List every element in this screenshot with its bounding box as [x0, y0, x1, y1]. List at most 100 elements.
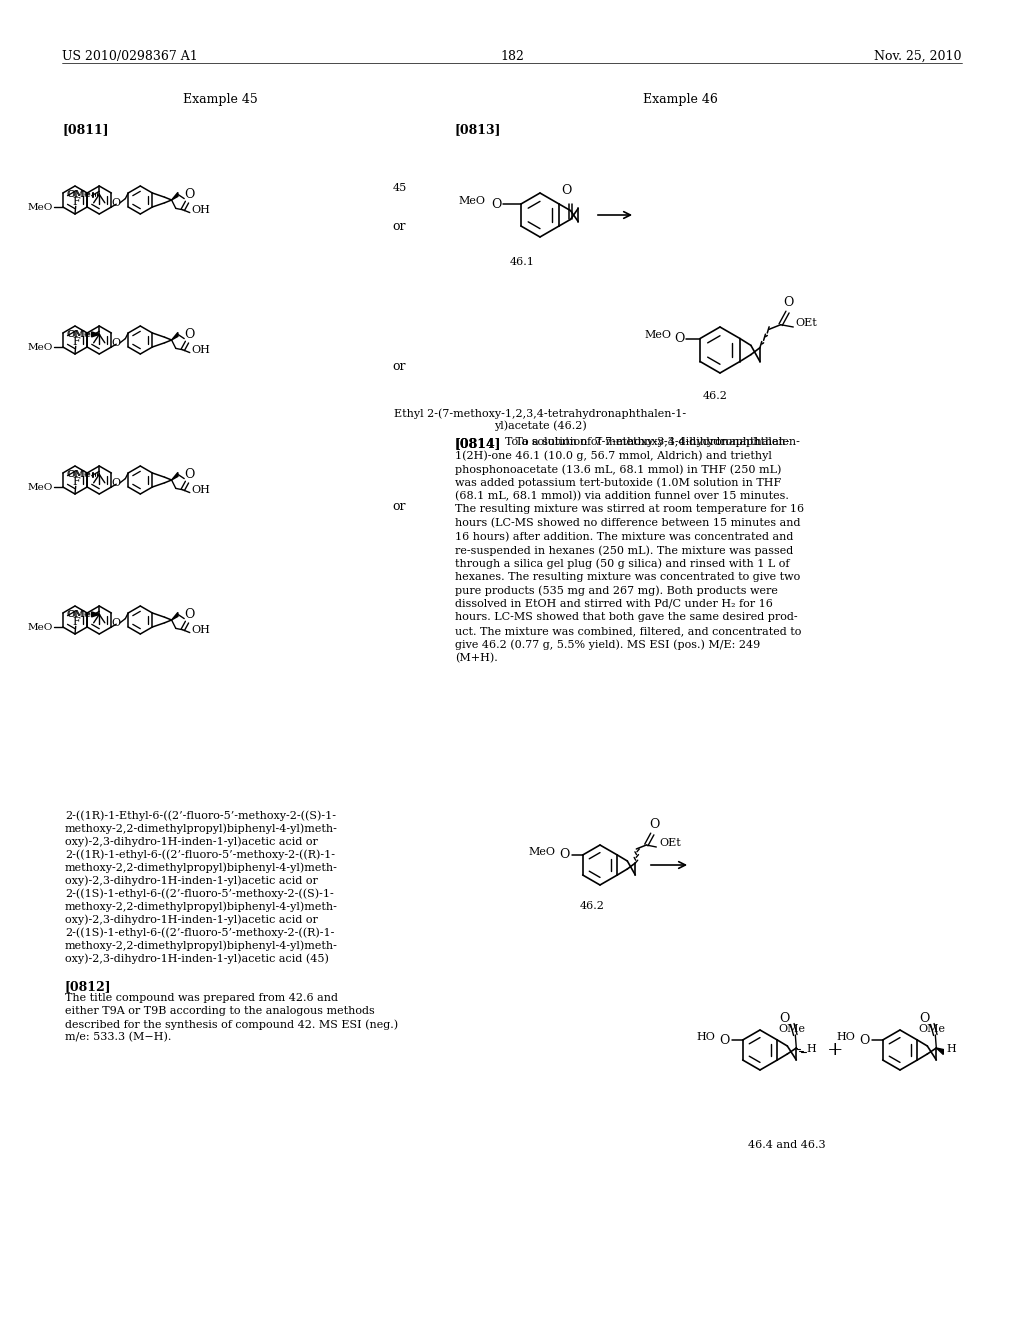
Polygon shape [172, 612, 178, 620]
Text: OH: OH [191, 345, 211, 355]
Text: OEt: OEt [796, 318, 817, 327]
Text: O: O [492, 198, 502, 210]
Text: was added potassium tert-butoxide (1.0M solution in THF: was added potassium tert-butoxide (1.0M … [455, 478, 781, 488]
Text: OH: OH [191, 624, 211, 635]
Text: OMe: OMe [68, 330, 91, 339]
Text: To a solution of 7-methoxy-3,4-dihydronaphthalen-: To a solution of 7-methoxy-3,4-dihydrona… [505, 437, 790, 447]
Text: O: O [674, 333, 684, 345]
Polygon shape [91, 612, 99, 616]
Text: F: F [73, 478, 81, 487]
Text: 2-((1S)-1-ethyl-6-((2’-fluoro-5’-methoxy-2-((S)-1-: 2-((1S)-1-ethyl-6-((2’-fluoro-5’-methoxy… [65, 888, 334, 899]
Text: F: F [73, 618, 81, 627]
Text: [0813]: [0813] [455, 123, 502, 136]
Polygon shape [91, 331, 99, 337]
Text: give 46.2 (0.77 g, 5.5% yield). MS ESI (pos.) M/E: 249: give 46.2 (0.77 g, 5.5% yield). MS ESI (… [455, 639, 760, 649]
Text: OMe: OMe [68, 190, 91, 199]
Text: m/e: 533.3 (M−H).: m/e: 533.3 (M−H). [65, 1032, 171, 1043]
Text: hexanes. The resulting mixture was concentrated to give two: hexanes. The resulting mixture was conce… [455, 572, 800, 582]
Text: [0814]: [0814] [455, 437, 502, 450]
Text: oxy)-2,3-dihydro-1H-inden-1-yl)acetic acid or: oxy)-2,3-dihydro-1H-inden-1-yl)acetic ac… [65, 836, 317, 846]
Text: US 2010/0298367 A1: US 2010/0298367 A1 [62, 50, 198, 63]
Text: OMe: OMe [919, 1024, 946, 1034]
Text: methoxy-2,2-dimethylpropyl)biphenyl-4-yl)meth-: methoxy-2,2-dimethylpropyl)biphenyl-4-yl… [65, 822, 338, 833]
Text: MeO: MeO [27, 342, 52, 351]
Text: OMe: OMe [779, 1024, 806, 1034]
Text: O: O [112, 338, 121, 347]
Text: oxy)-2,3-dihydro-1H-inden-1-yl)acetic acid or: oxy)-2,3-dihydro-1H-inden-1-yl)acetic ac… [65, 913, 317, 924]
Polygon shape [172, 193, 178, 201]
Text: 45: 45 [393, 183, 408, 193]
Text: O: O [859, 1034, 869, 1047]
Text: Example 45: Example 45 [182, 92, 257, 106]
Text: O: O [719, 1034, 730, 1047]
Text: OH: OH [191, 484, 211, 495]
Text: OEt: OEt [659, 838, 681, 847]
Text: re-suspended in hexanes (250 mL). The mixture was passed: re-suspended in hexanes (250 mL). The mi… [455, 545, 794, 556]
Text: or: or [392, 360, 406, 374]
Text: OMe: OMe [67, 330, 90, 339]
Text: O: O [184, 607, 195, 620]
Text: oxy)-2,3-dihydro-1H-inden-1-yl)acetic acid (45): oxy)-2,3-dihydro-1H-inden-1-yl)acetic ac… [65, 953, 329, 964]
Text: described for the synthesis of compound 42. MS ESI (neg.): described for the synthesis of compound … [65, 1019, 398, 1030]
Text: F: F [73, 197, 81, 207]
Text: MeO: MeO [528, 847, 556, 857]
Text: H: H [806, 1044, 816, 1053]
Polygon shape [172, 473, 178, 480]
Text: pure products (535 mg and 267 mg). Both products were: pure products (535 mg and 267 mg). Both … [455, 586, 778, 597]
Text: OMe: OMe [68, 470, 91, 479]
Text: either T9A or T9B according to the analogous methods: either T9A or T9B according to the analo… [65, 1006, 375, 1016]
Text: Ethyl 2-(7-methoxy-1,2,3,4-tetrahydronaphthalen-1-: Ethyl 2-(7-methoxy-1,2,3,4-tetrahydronap… [394, 408, 686, 418]
Text: MeO: MeO [27, 202, 52, 211]
Text: MeO: MeO [459, 195, 485, 206]
Text: 46.1: 46.1 [510, 257, 535, 267]
Text: 2-((1R)-1-ethyl-6-((2’-fluoro-5’-methoxy-2-((R)-1-: 2-((1R)-1-ethyl-6-((2’-fluoro-5’-methoxy… [65, 849, 335, 859]
Text: [0814]: [0814] [455, 437, 502, 450]
Text: [0811]: [0811] [62, 123, 109, 136]
Text: phosphonoacetate (13.6 mL, 68.1 mmol) in THF (250 mL): phosphonoacetate (13.6 mL, 68.1 mmol) in… [455, 465, 781, 475]
Text: O: O [184, 327, 195, 341]
Text: The title compound was prepared from 42.6 and: The title compound was prepared from 42.… [65, 993, 338, 1003]
Text: 46.4 and 46.3: 46.4 and 46.3 [748, 1140, 825, 1150]
Text: methoxy-2,2-dimethylpropyl)biphenyl-4-yl)meth-: methoxy-2,2-dimethylpropyl)biphenyl-4-yl… [65, 902, 338, 912]
Text: 2-((1S)-1-ethyl-6-((2’-fluoro-5’-methoxy-2-((R)-1-: 2-((1S)-1-ethyl-6-((2’-fluoro-5’-methoxy… [65, 927, 335, 937]
Text: OMe: OMe [67, 470, 90, 479]
Text: O: O [779, 1011, 790, 1024]
Text: 1(2H)-one 46.1 (10.0 g, 56.7 mmol, Aldrich) and triethyl: 1(2H)-one 46.1 (10.0 g, 56.7 mmol, Aldri… [455, 450, 772, 461]
Text: oxy)-2,3-dihydro-1H-inden-1-yl)acetic acid or: oxy)-2,3-dihydro-1H-inden-1-yl)acetic ac… [65, 875, 317, 886]
Text: methoxy-2,2-dimethylpropyl)biphenyl-4-yl)meth-: methoxy-2,2-dimethylpropyl)biphenyl-4-yl… [65, 862, 338, 873]
Text: through a silica gel plug (50 g silica) and rinsed with 1 L of: through a silica gel plug (50 g silica) … [455, 558, 790, 569]
Text: MeO: MeO [27, 623, 52, 631]
Text: OMe: OMe [68, 610, 91, 619]
Text: OMe: OMe [67, 610, 90, 619]
Text: hours (LC-MS showed no difference between 15 minutes and: hours (LC-MS showed no difference betwee… [455, 517, 801, 528]
Text: OMe: OMe [67, 190, 90, 199]
Text: MeO: MeO [644, 330, 672, 341]
Text: To a solution of 7-methoxy-3,4-dihydronaphthalen-: To a solution of 7-methoxy-3,4-dihydrona… [505, 437, 800, 447]
Text: 182: 182 [500, 50, 524, 63]
Text: O: O [649, 818, 659, 832]
Text: [0812]: [0812] [65, 979, 112, 993]
Text: O: O [184, 187, 195, 201]
Text: dissolved in EtOH and stirred with Pd/C under H₂ for 16: dissolved in EtOH and stirred with Pd/C … [455, 599, 773, 609]
Polygon shape [936, 1048, 943, 1055]
Text: The resulting mixture was stirred at room temperature for 16: The resulting mixture was stirred at roo… [455, 504, 804, 515]
Text: O: O [561, 183, 571, 197]
Text: O: O [920, 1011, 930, 1024]
Polygon shape [172, 333, 178, 341]
Text: or: or [392, 500, 406, 513]
Text: (M+H).: (M+H). [455, 653, 498, 664]
Text: uct. The mixture was combined, filtered, and concentrated to: uct. The mixture was combined, filtered,… [455, 626, 802, 636]
Text: +: + [826, 1041, 843, 1059]
Text: O: O [559, 849, 569, 862]
Text: or: or [392, 220, 406, 234]
Text: methoxy-2,2-dimethylpropyl)biphenyl-4-yl)meth-: methoxy-2,2-dimethylpropyl)biphenyl-4-yl… [65, 940, 338, 950]
Text: (68.1 mL, 68.1 mmol)) via addition funnel over 15 minutes.: (68.1 mL, 68.1 mmol)) via addition funne… [455, 491, 788, 502]
Text: HO: HO [696, 1032, 716, 1041]
Text: 2-((1R)-1-Ethyl-6-((2’-fluoro-5’-methoxy-2-((S)-1-: 2-((1R)-1-Ethyl-6-((2’-fluoro-5’-methoxy… [65, 810, 336, 821]
Text: Nov. 25, 2010: Nov. 25, 2010 [874, 50, 962, 63]
Text: Example 46: Example 46 [643, 92, 718, 106]
Text: 16 hours) after addition. The mixture was concentrated and: 16 hours) after addition. The mixture wa… [455, 532, 794, 541]
Text: O: O [112, 618, 121, 628]
Text: O: O [184, 467, 195, 480]
Text: O: O [783, 296, 794, 309]
